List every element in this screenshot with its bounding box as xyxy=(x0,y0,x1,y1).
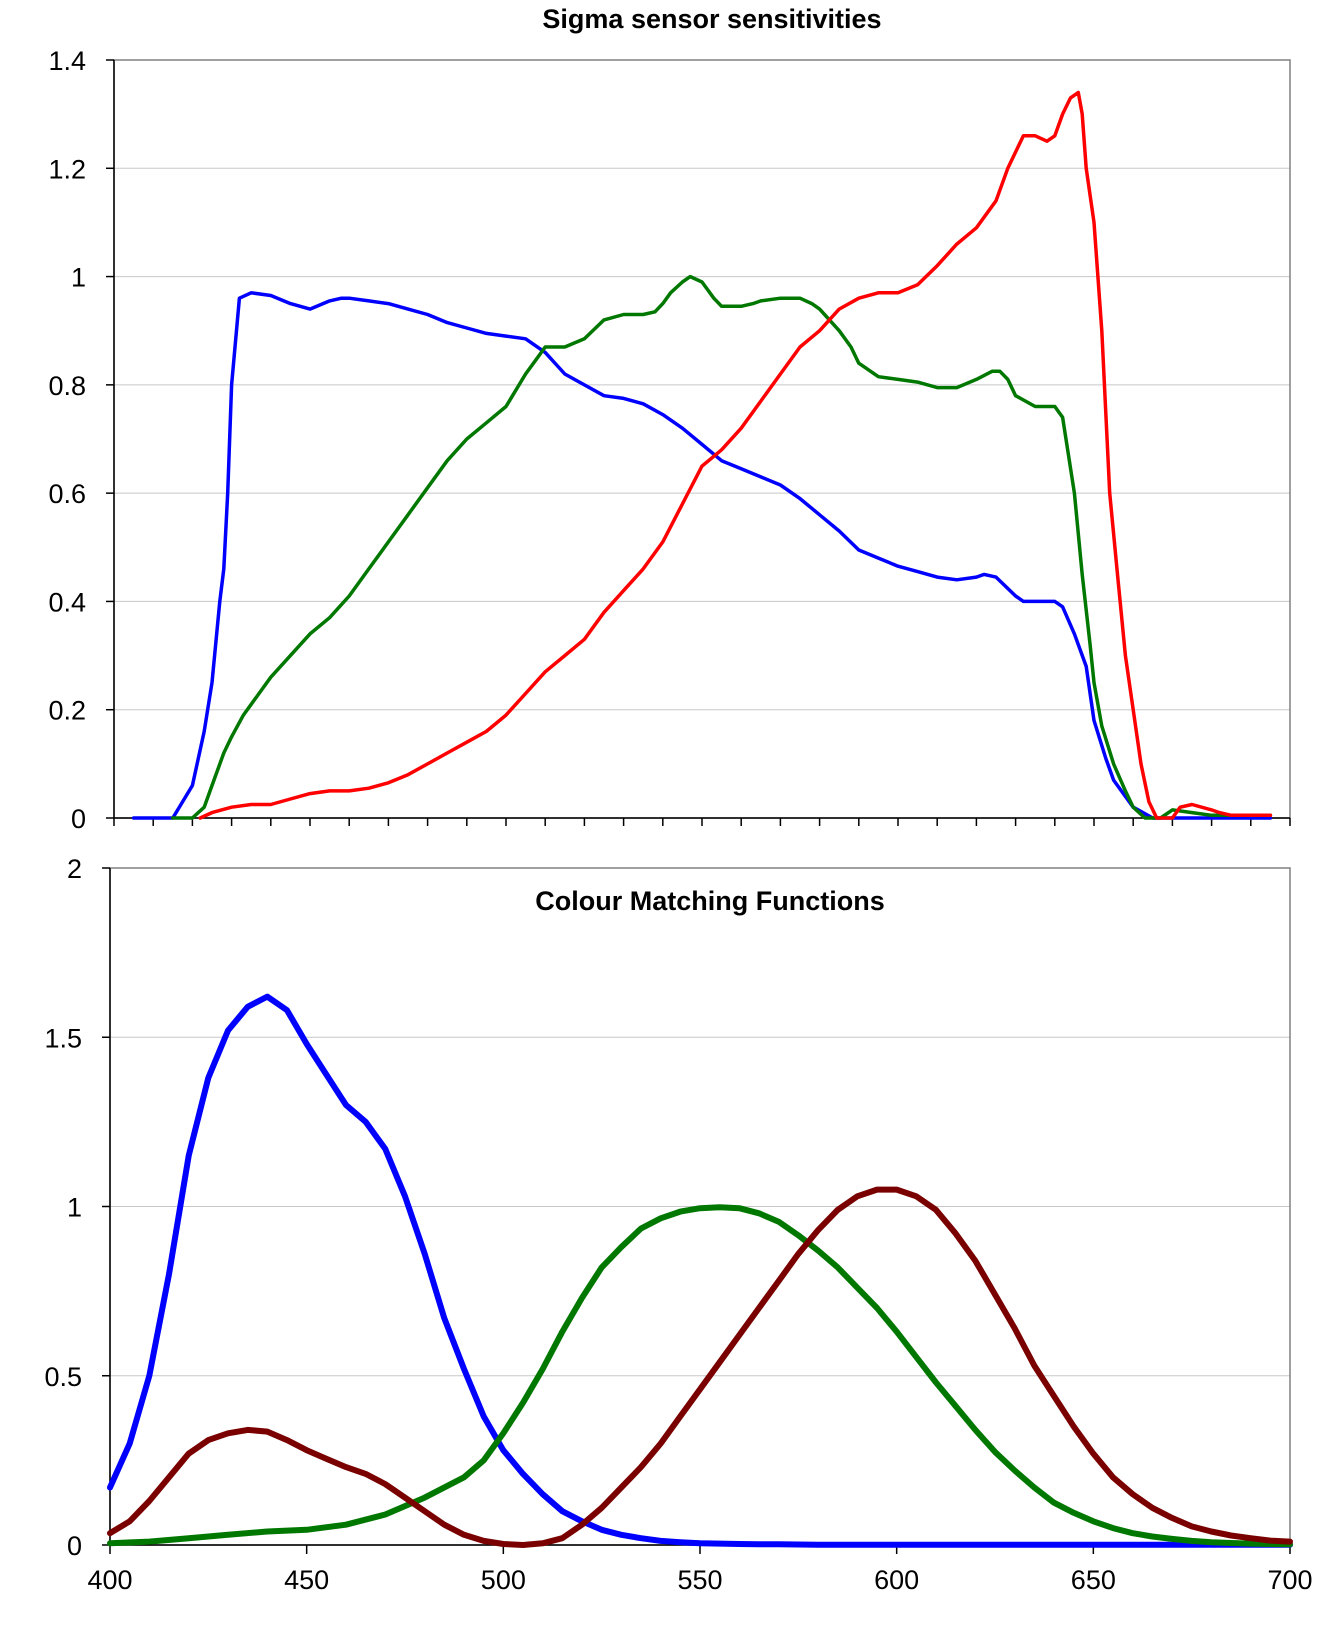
series-line xyxy=(107,993,1293,1548)
series-line xyxy=(198,90,1273,820)
y-tick-label: 0 xyxy=(67,1531,82,1561)
chart-gridlines xyxy=(114,59,1290,711)
x-tick-label: 500 xyxy=(481,1565,526,1595)
x-tick-label: 450 xyxy=(284,1565,329,1595)
x-tick-label: 700 xyxy=(1267,1565,1312,1595)
y-tick-label: 1.4 xyxy=(48,46,86,76)
x-tick-label: 550 xyxy=(677,1565,722,1595)
plot-area-frame xyxy=(113,59,1291,819)
chart-axes xyxy=(106,59,1291,826)
y-tick-label: 1.2 xyxy=(48,154,86,184)
y-tick-label: 1 xyxy=(67,1193,82,1223)
y-tick-label: 0 xyxy=(71,804,86,834)
y-tick-label: 1 xyxy=(71,263,86,293)
chart-gridlines xyxy=(110,867,1290,1377)
series-line xyxy=(171,274,1273,820)
y-tick-label: 1.5 xyxy=(44,1023,82,1053)
chart-series xyxy=(131,90,1273,820)
chart-tick-labels: 0 0.2 0.4 0.6 0.8 1 1.2 1.4 xyxy=(48,46,86,834)
y-tick-label: 0.5 xyxy=(44,1362,82,1392)
chart-series xyxy=(107,993,1293,1548)
sensor-sensitivity-chart: 0 0.2 0.4 0.6 0.8 1 1.2 1.4 Sigma sensor sensit… xyxy=(48,4,1291,834)
series-line xyxy=(107,1186,1293,1548)
y-tick-label: 2 xyxy=(67,854,82,884)
series-line xyxy=(131,291,1273,820)
series-line xyxy=(107,1204,1293,1548)
x-tick-label: 650 xyxy=(1071,1565,1116,1595)
y-tick-label: 0.6 xyxy=(48,479,86,509)
chart-title: Sigma sensor sensitivities xyxy=(542,4,881,34)
colour-matching-chart: 0 0.5 1 1.5 2 400 450 500 550 600 650 700 Colour Ma… xyxy=(44,854,1312,1595)
chart-title: Colour Matching Functions xyxy=(535,886,884,916)
y-tick-label: 0.8 xyxy=(48,371,86,401)
x-tick-label: 600 xyxy=(874,1565,919,1595)
y-tick-label: 0.4 xyxy=(48,587,86,617)
y-tick-label: 0.2 xyxy=(48,696,86,726)
x-tick-label: 400 xyxy=(87,1565,132,1595)
chart-tick-labels: 0 0.5 1 1.5 2 400 450 500 550 600 650 700 xyxy=(44,854,1312,1595)
